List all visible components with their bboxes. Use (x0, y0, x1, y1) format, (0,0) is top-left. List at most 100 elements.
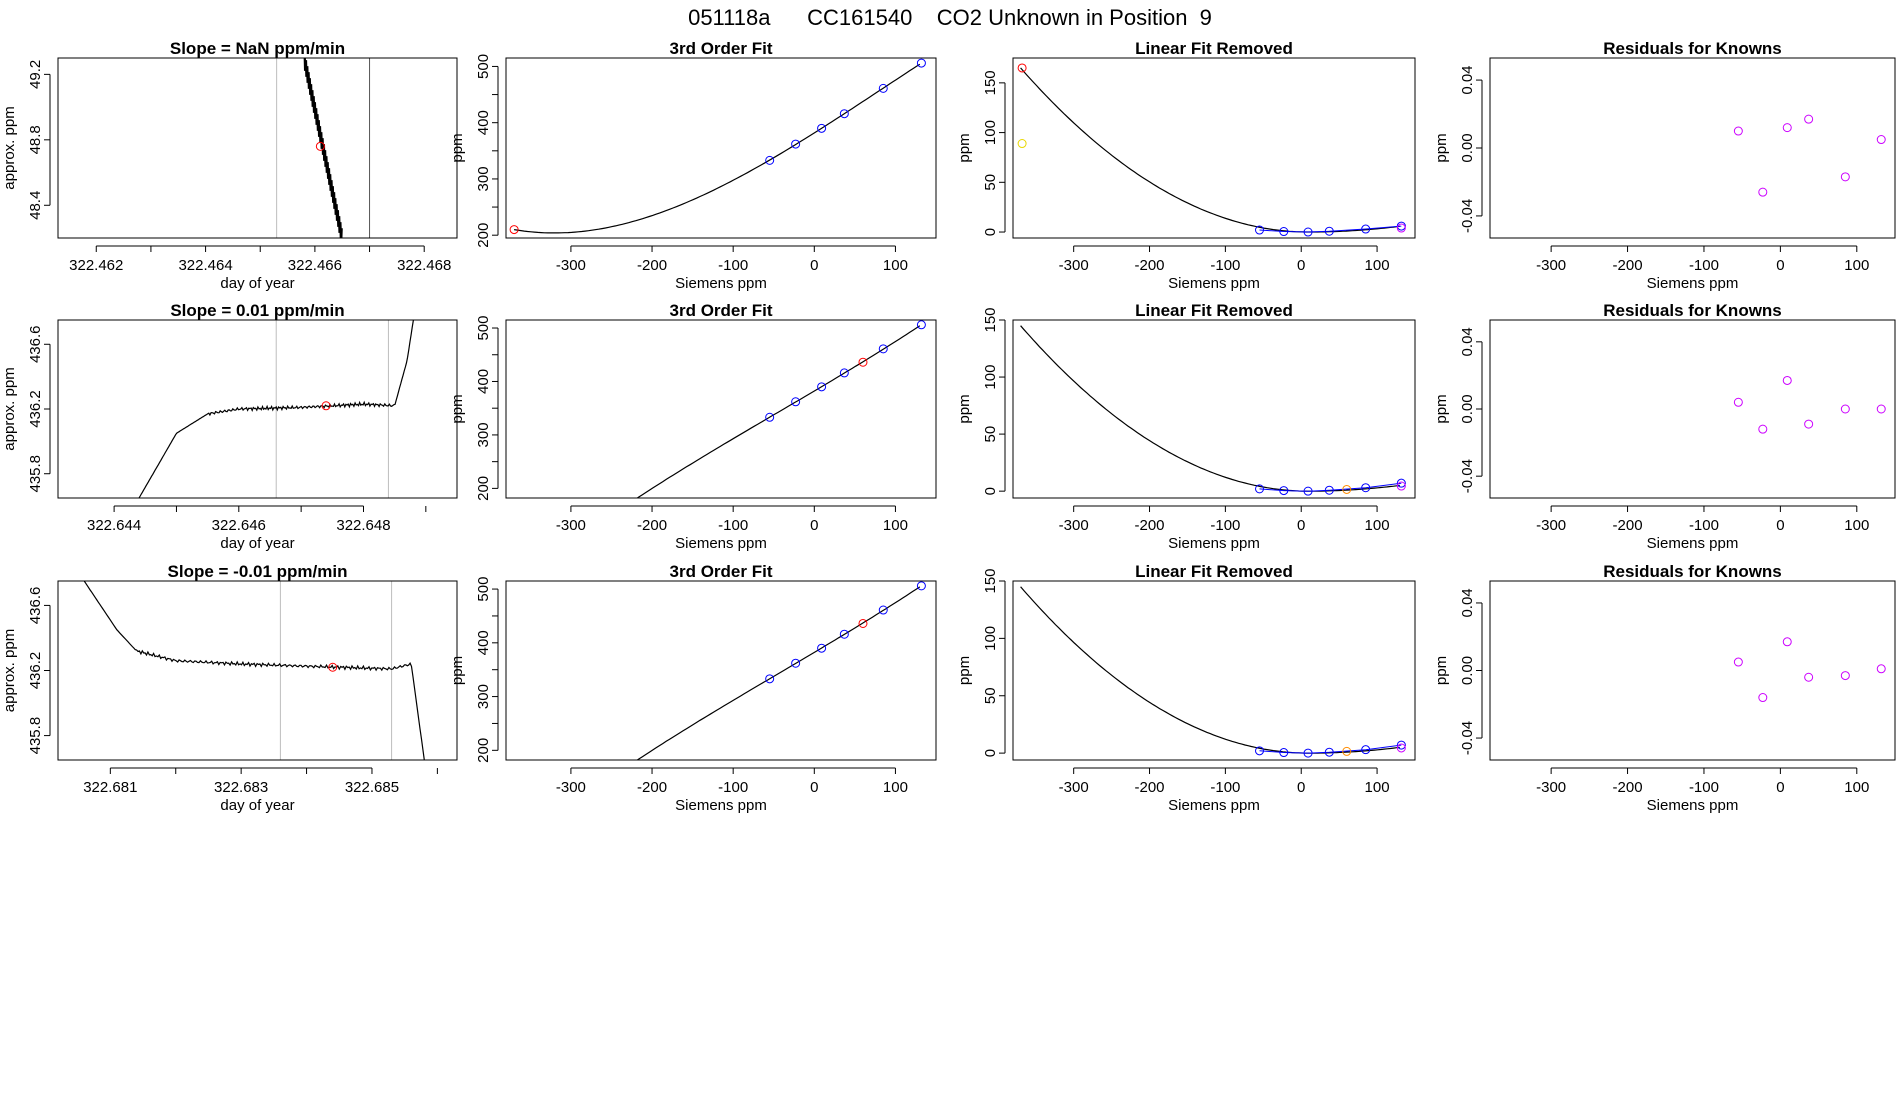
plot-area (303, 58, 343, 238)
x-tick-label: 322.462 (69, 257, 123, 274)
x-tick-label: 100 (1844, 779, 1869, 796)
x-tick-label: 100 (883, 257, 908, 274)
x-tick-label: -100 (1689, 257, 1719, 274)
data-point (1396, 743, 1406, 753)
sample-marker (328, 662, 338, 672)
fit-curve (1020, 586, 1400, 754)
y-tick-label: 49.2 (27, 60, 44, 89)
data-point (1255, 746, 1265, 756)
y-tick-label: 300 (475, 166, 492, 191)
data-point (1279, 486, 1289, 496)
x-tick-label: 100 (1365, 517, 1390, 534)
y-axis-label: ppm (1433, 133, 1450, 162)
panel-resid-1: Linear Fit Removed -300 -200 -100 0 100 Siemen… (956, 39, 1416, 292)
x-axis-label: Siemens ppm (1168, 535, 1260, 552)
x-tick-label: 0 (810, 257, 818, 274)
data-point (791, 397, 801, 407)
panel-known-3: Residuals for Knowns -300 -200 -100 0 100 Siem… (1433, 562, 1896, 814)
panel-resid-2: Linear Fit Removed -300 -200 -100 0 100 Siemen… (956, 301, 1416, 552)
plot-frame (1012, 580, 1416, 761)
x-axis-label: Siemens ppm (1168, 275, 1260, 292)
x-tick-label: -300 (1059, 779, 1089, 796)
x-tick-label: 100 (883, 779, 908, 796)
data-point (1279, 227, 1289, 237)
y-axis-label: ppm (449, 133, 466, 162)
x-tick-label: -100 (1689, 517, 1719, 534)
y-tick-label: 150 (982, 568, 999, 593)
panel-title: Linear Fit Removed (1135, 301, 1293, 320)
panel-trace-1: Slope = NaN ppm/min 322.462 322.464 322.466… (1, 39, 458, 292)
y-tick-label: -0.04 (1459, 199, 1476, 233)
plot-area (1020, 586, 1402, 754)
y-tick-label: 50 (982, 687, 999, 704)
data-point (858, 357, 868, 367)
y-axis-label: ppm (956, 394, 973, 423)
x-tick-label: 0 (1297, 779, 1305, 796)
x-axis-label: Siemens ppm (1647, 797, 1739, 814)
x-axis-label: day of year (220, 275, 294, 292)
fit-curve (1020, 67, 1400, 233)
data-point (1255, 484, 1265, 494)
x-tick-label: 0 (1297, 257, 1305, 274)
y-tick-label: 300 (475, 422, 492, 447)
plot-frame (505, 580, 937, 761)
data-point (916, 320, 926, 330)
sample-marker (321, 401, 331, 411)
x-tick-label: 322.466 (288, 257, 342, 274)
y-tick-label: 150 (982, 70, 999, 95)
x-axis-label: Siemens ppm (675, 275, 767, 292)
y-axis-label: ppm (1433, 394, 1450, 423)
panel-title: Linear Fit Removed (1135, 562, 1293, 581)
panel-title: Slope = NaN ppm/min (170, 39, 345, 58)
plot-frame (1012, 319, 1416, 499)
x-tick-label: -300 (1059, 517, 1089, 534)
data-point (878, 605, 888, 615)
fit-curve (636, 586, 921, 760)
panel-fit-3: 3rd Order Fit -300 -200 -100 0 100 Siemens ppm… (449, 562, 937, 814)
y-tick-label: 150 (982, 307, 999, 332)
data-point (878, 344, 888, 354)
data-point (1396, 223, 1406, 233)
panel-title: Slope = 0.01 ppm/min (170, 301, 344, 320)
data-point (765, 412, 775, 422)
data-point (1876, 135, 1886, 145)
data-point (839, 109, 849, 119)
plot-frame (1489, 319, 1896, 499)
data-point (817, 643, 827, 653)
data-point (1396, 478, 1406, 488)
x-axis-label: Siemens ppm (675, 797, 767, 814)
plot-area (636, 325, 921, 498)
plot-frame (1012, 57, 1416, 239)
x-tick-label: -200 (1613, 779, 1643, 796)
x-tick-label: -100 (1689, 779, 1719, 796)
data-point (1804, 419, 1814, 429)
panel-fit-1: 3rd Order Fit -300 -200 -100 0 100 Siemens ppm… (449, 39, 937, 292)
plot-frame (505, 319, 937, 499)
x-tick-label: 322.648 (336, 517, 390, 534)
data-point (1876, 404, 1886, 414)
plot-area (514, 63, 921, 234)
x-tick-label: -300 (1536, 257, 1566, 274)
panel-title: 3rd Order Fit (670, 301, 773, 320)
data-point (1324, 226, 1334, 236)
fit-curve (514, 63, 921, 234)
panel-title: Residuals for Knowns (1603, 562, 1782, 581)
data-point (1804, 672, 1814, 682)
x-tick-label: 0 (1776, 517, 1784, 534)
y-tick-label: 0.04 (1459, 327, 1476, 356)
data-point (1804, 114, 1814, 124)
x-tick-label: -300 (556, 257, 586, 274)
plot-frame (1489, 580, 1896, 761)
x-tick-label: 0 (1776, 257, 1784, 274)
x-tick-label: 322.685 (345, 779, 399, 796)
x-tick-label: -100 (1210, 779, 1240, 796)
y-tick-label: 100 (982, 365, 999, 390)
data-point (1279, 748, 1289, 758)
x-tick-label: -200 (1613, 517, 1643, 534)
y-tick-label: 500 (475, 577, 492, 602)
y-tick-label: 436.2 (27, 652, 44, 690)
panel-trace-2: Slope = 0.01 ppm/min 322.644 322.646 322.64… (1, 301, 458, 552)
data-point (1840, 671, 1850, 681)
fit-curve (636, 325, 921, 498)
